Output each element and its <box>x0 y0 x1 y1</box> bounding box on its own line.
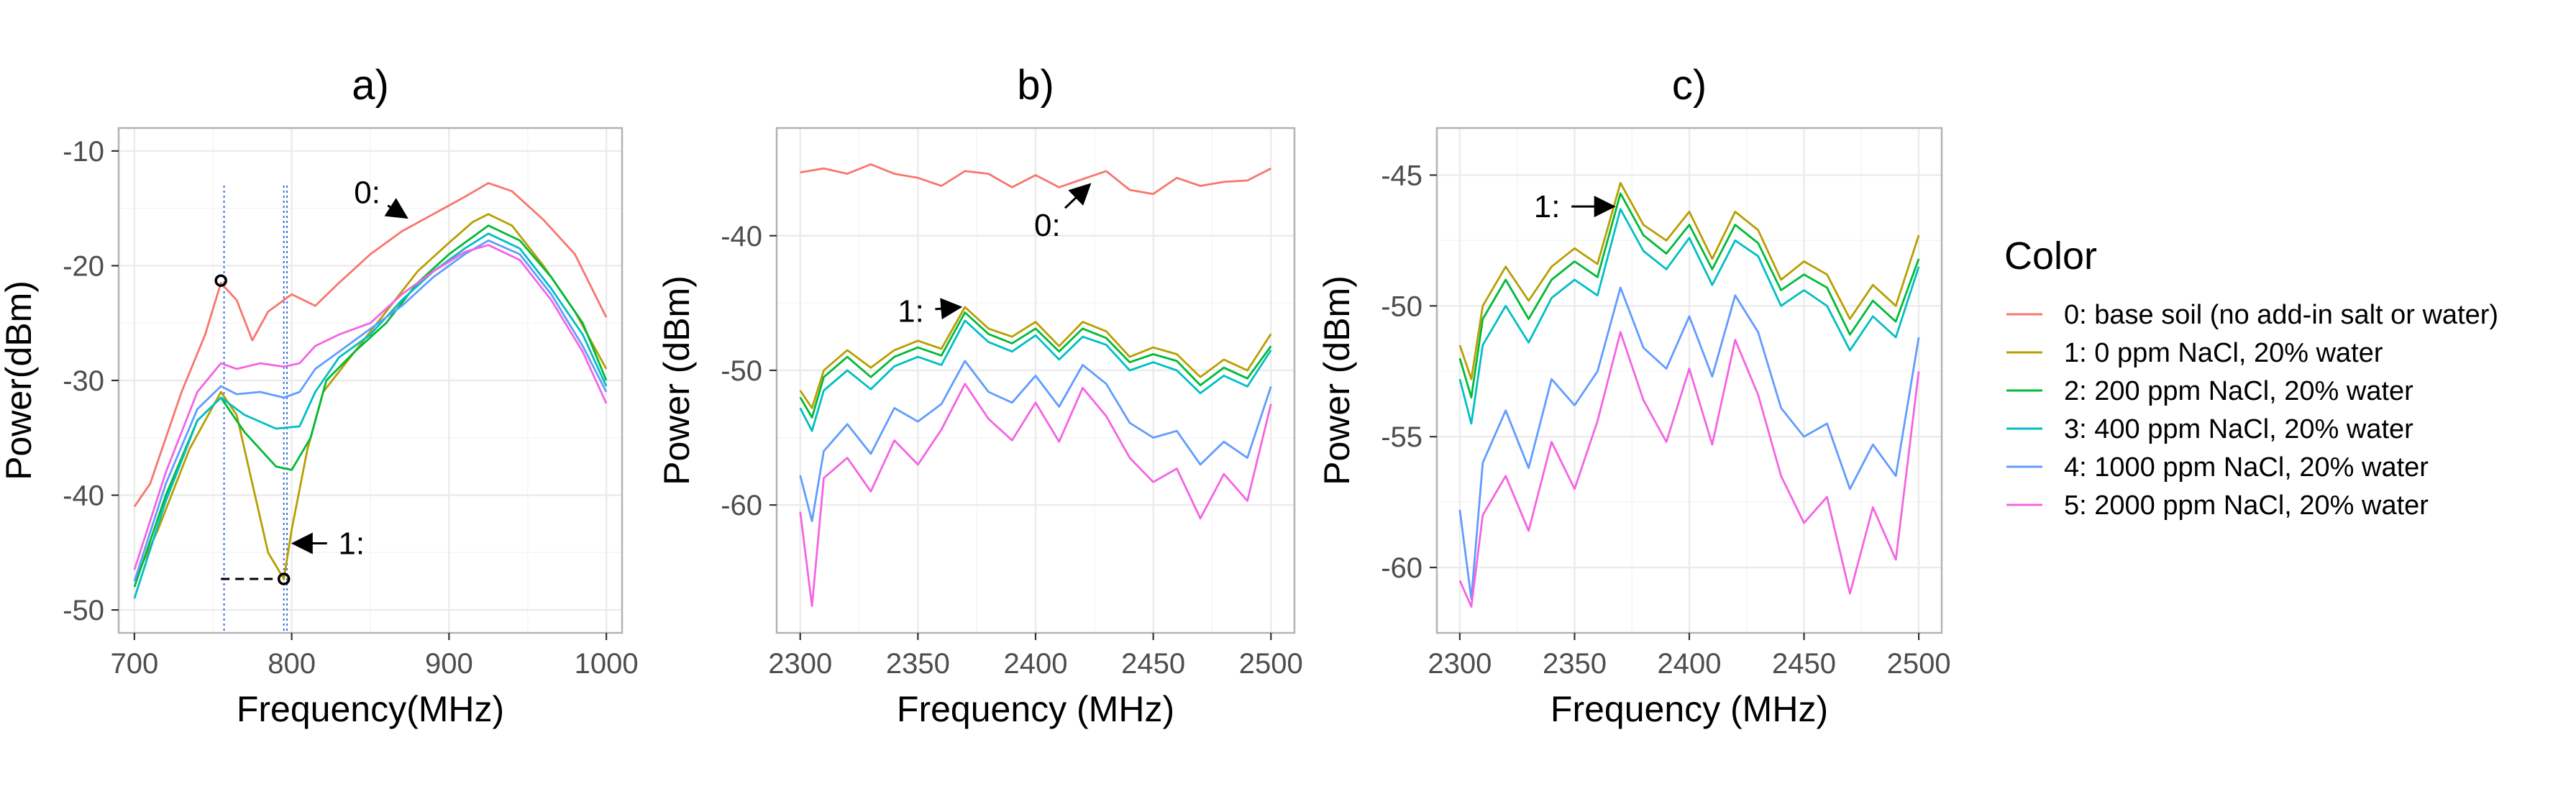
legend-entry-4: 4: 1000 ppm NaCl, 20% water <box>2006 452 2429 483</box>
x-axis-label-a: Frequency(MHz) <box>237 689 504 729</box>
x-axis-label-b: Frequency (MHz) <box>897 689 1174 729</box>
point-marker-1 <box>277 572 291 585</box>
legend-entry-3: 3: 400 ppm NaCl, 20% water <box>2006 414 2413 444</box>
y-tick-label-a: -30 <box>63 365 104 397</box>
series-line-b-2 <box>799 311 1272 419</box>
y-tick-label-c: -55 <box>1381 421 1422 453</box>
series-line-a-0 <box>133 182 608 508</box>
annotation-label-b-0: 0: <box>1034 208 1061 243</box>
annotation-label-c-0: 1: <box>1534 189 1561 224</box>
series-line-a-4 <box>133 239 608 582</box>
legend-title: Color <box>2004 234 2097 278</box>
x-tick-label-b: 2500 <box>1239 648 1303 680</box>
panel-b: 0: 1: 2300 2350 2400 2450 2500 -40 -50 -60 b) Frequ… <box>657 62 1303 729</box>
legend-entry-5: 5: 2000 ppm NaCl, 20% water <box>2006 490 2429 521</box>
y-axis-label-a: Power(dBm) <box>0 280 39 480</box>
y-tick-label-a: -50 <box>63 595 104 626</box>
y-tick-label-c: -60 <box>1381 552 1422 584</box>
annotation-label-b-1: 1: <box>898 294 924 329</box>
legend-entry-1: 1: 0 ppm NaCl, 20% water <box>2006 338 2383 368</box>
panel-title-c: c) <box>1672 62 1707 109</box>
legend: Color 0: base soil (no add-in salt or wa… <box>2004 234 2498 521</box>
annotation-label-a-1: 1: <box>338 526 365 562</box>
annotation-label-a-0: 0: <box>354 175 380 210</box>
y-tick-label-b: -40 <box>721 221 762 252</box>
x-tick-label-b: 2400 <box>1004 648 1068 680</box>
y-tick-label-a: -40 <box>63 480 104 512</box>
point-marker-0 <box>214 274 227 287</box>
y-tick-label-c: -50 <box>1381 291 1422 322</box>
x-tick-label-a: 700 <box>111 648 159 680</box>
y-tick-label-b: -50 <box>721 355 762 387</box>
series-line-c-1 <box>1458 182 1920 380</box>
panel-title-a: a) <box>352 62 389 109</box>
x-tick-label-b: 2450 <box>1121 648 1185 680</box>
series-line-c-5 <box>1458 331 1920 608</box>
x-tick-label-a: 1000 <box>575 648 639 680</box>
x-tick-label-a: 800 <box>268 648 316 680</box>
series-line-c-2 <box>1458 192 1920 398</box>
y-axis-label-c: Power (dBm) <box>1317 275 1357 485</box>
series-line-b-1 <box>799 306 1272 409</box>
legend-label-4: 4: 1000 ppm NaCl, 20% water <box>2064 452 2429 483</box>
series-line-b-5 <box>799 383 1272 607</box>
legend-label-0: 0: base soil (no add-in salt or water) <box>2064 300 2498 330</box>
x-tick-label-c: 2300 <box>1428 648 1492 680</box>
x-tick-label-b: 2300 <box>768 648 832 680</box>
y-tick-label-c: -45 <box>1381 160 1422 191</box>
annotation-arrow-a-0 <box>384 198 408 219</box>
x-tick-label-c: 2350 <box>1543 648 1607 680</box>
annotation-arrow-b-0 <box>1064 183 1092 209</box>
annotation-arrow-b-1 <box>935 298 963 320</box>
panel-title-b: b) <box>1017 62 1054 109</box>
series-line-b-3 <box>799 319 1272 432</box>
x-tick-label-b: 2350 <box>886 648 950 680</box>
y-tick-label-a: -10 <box>63 136 104 168</box>
series-line-a-3 <box>133 232 608 599</box>
series-line-b-4 <box>799 360 1272 522</box>
series-line-a-5 <box>133 244 608 570</box>
x-tick-label-c: 2500 <box>1887 648 1951 680</box>
legend-label-2: 2: 200 ppm NaCl, 20% water <box>2064 376 2413 406</box>
panel-a: 0: 1: 700 800 900 1000 -10 -20 -30 -40 -50 a) Freque… <box>0 62 639 729</box>
legend-entry-0: 0: base soil (no add-in salt or water) <box>2006 300 2498 330</box>
x-tick-label-c: 2450 <box>1772 648 1836 680</box>
x-tick-label-c: 2400 <box>1658 648 1722 680</box>
series-line-c-4 <box>1458 286 1920 601</box>
series-line-c-3 <box>1458 208 1920 425</box>
series-line-b-0 <box>800 163 1271 196</box>
y-tick-label-a: -20 <box>63 250 104 282</box>
y-axis-label-b: Power (dBm) <box>657 275 697 485</box>
legend-entry-2: 2: 200 ppm NaCl, 20% water <box>2006 376 2413 406</box>
y-tick-label-b: -60 <box>721 490 762 521</box>
x-tick-label-a: 900 <box>425 648 473 680</box>
panel-c: 1: 2300 2350 2400 2450 2500 -45 -50 -55 -60 c) Freq… <box>1317 62 1951 729</box>
legend-label-3: 3: 400 ppm NaCl, 20% water <box>2064 414 2413 444</box>
legend-label-5: 5: 2000 ppm NaCl, 20% water <box>2064 490 2429 521</box>
x-axis-label-c: Frequency (MHz) <box>1550 689 1828 729</box>
legend-label-1: 1: 0 ppm NaCl, 20% water <box>2064 338 2383 368</box>
